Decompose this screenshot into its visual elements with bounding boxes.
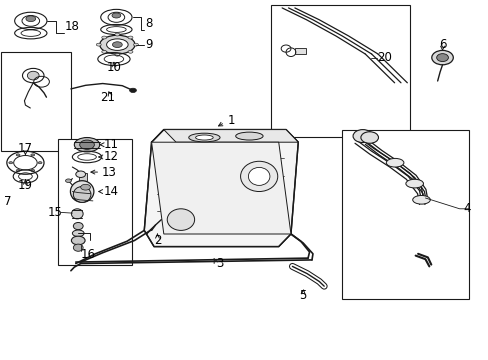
Ellipse shape xyxy=(195,135,213,140)
Text: 5: 5 xyxy=(299,289,306,302)
Ellipse shape xyxy=(386,158,403,167)
Ellipse shape xyxy=(96,43,101,46)
Bar xyxy=(271,5,409,137)
Ellipse shape xyxy=(81,184,90,190)
Ellipse shape xyxy=(412,195,429,204)
Bar xyxy=(79,173,87,181)
Polygon shape xyxy=(144,130,298,247)
Text: 3: 3 xyxy=(216,257,223,270)
Ellipse shape xyxy=(72,230,84,237)
Ellipse shape xyxy=(436,54,447,62)
Ellipse shape xyxy=(431,50,452,65)
Ellipse shape xyxy=(76,171,85,177)
Text: 11: 11 xyxy=(103,138,119,151)
Ellipse shape xyxy=(129,88,136,93)
Ellipse shape xyxy=(352,130,372,143)
Ellipse shape xyxy=(71,236,85,245)
Text: 4: 4 xyxy=(463,202,470,215)
Text: 8: 8 xyxy=(145,17,152,30)
Text: 6: 6 xyxy=(438,38,446,51)
Ellipse shape xyxy=(9,162,13,164)
Ellipse shape xyxy=(100,35,135,54)
Text: 19: 19 xyxy=(18,179,33,192)
Text: 10: 10 xyxy=(106,61,121,74)
Text: 21: 21 xyxy=(100,91,115,104)
Ellipse shape xyxy=(74,138,100,152)
Bar xyxy=(295,48,305,54)
Text: 9: 9 xyxy=(145,38,152,51)
Polygon shape xyxy=(151,142,290,234)
Ellipse shape xyxy=(73,186,91,202)
Text: 17: 17 xyxy=(18,142,33,155)
Ellipse shape xyxy=(70,181,94,202)
Text: 13: 13 xyxy=(101,166,116,179)
Ellipse shape xyxy=(360,132,378,143)
Ellipse shape xyxy=(26,16,36,22)
Text: 1: 1 xyxy=(227,114,234,127)
Text: 2: 2 xyxy=(153,234,161,247)
Ellipse shape xyxy=(73,244,83,251)
Ellipse shape xyxy=(188,133,220,142)
Text: 12: 12 xyxy=(103,150,119,163)
Ellipse shape xyxy=(102,36,106,39)
Ellipse shape xyxy=(240,161,277,192)
Bar xyxy=(342,130,468,299)
Text: 20: 20 xyxy=(377,51,391,64)
Ellipse shape xyxy=(65,179,71,183)
Ellipse shape xyxy=(106,39,128,50)
Ellipse shape xyxy=(167,209,194,230)
Ellipse shape xyxy=(112,42,122,48)
Text: 18: 18 xyxy=(64,20,79,33)
Text: 16: 16 xyxy=(81,248,96,261)
Ellipse shape xyxy=(16,170,20,172)
Ellipse shape xyxy=(112,13,121,18)
Ellipse shape xyxy=(31,170,35,172)
Ellipse shape xyxy=(27,71,39,80)
Bar xyxy=(1,52,71,151)
Ellipse shape xyxy=(31,154,35,156)
Ellipse shape xyxy=(115,33,120,36)
Text: 7: 7 xyxy=(4,195,11,208)
Ellipse shape xyxy=(16,154,20,156)
Ellipse shape xyxy=(235,132,263,140)
Ellipse shape xyxy=(80,140,94,149)
Ellipse shape xyxy=(102,50,106,53)
Ellipse shape xyxy=(248,167,269,185)
Polygon shape xyxy=(163,130,298,142)
Ellipse shape xyxy=(38,162,42,164)
Text: 14: 14 xyxy=(103,185,119,198)
Ellipse shape xyxy=(115,53,120,56)
Ellipse shape xyxy=(73,222,83,230)
Ellipse shape xyxy=(133,43,138,46)
Text: 15: 15 xyxy=(48,206,62,219)
Ellipse shape xyxy=(71,209,83,219)
Ellipse shape xyxy=(405,179,423,188)
Bar xyxy=(58,139,132,265)
Ellipse shape xyxy=(128,50,133,53)
Ellipse shape xyxy=(128,36,133,39)
